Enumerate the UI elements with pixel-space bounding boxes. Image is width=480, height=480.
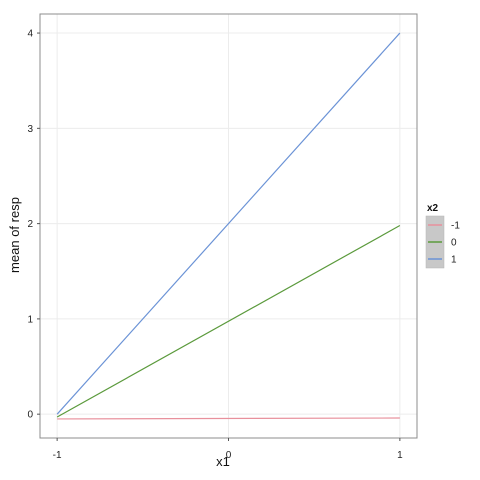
x-axis-title: x1 bbox=[216, 454, 230, 469]
series-lines bbox=[56, 32, 401, 420]
legend-label: 1 bbox=[451, 255, 457, 266]
y-tick-label: 0 bbox=[27, 410, 33, 421]
y-axis-ticks: 0 1 2 3 4 bbox=[27, 29, 40, 421]
x-tick-label: -1 bbox=[53, 450, 62, 461]
legend-entries: -1 0 1 bbox=[428, 221, 460, 266]
x-tick-label: 1 bbox=[397, 450, 403, 461]
y-tick-label: 4 bbox=[27, 29, 33, 40]
x-tick-label: 0 bbox=[226, 450, 232, 461]
legend-title: x2 bbox=[427, 203, 439, 214]
series-line-1 bbox=[56, 224, 401, 418]
legend-label: 0 bbox=[451, 238, 457, 249]
y-tick-label: 3 bbox=[27, 124, 33, 135]
y-axis-title: mean of resp bbox=[7, 197, 22, 273]
legend: x2 -1 0 1 bbox=[425, 203, 460, 269]
series-line-0 bbox=[57, 417, 400, 420]
legend-label: -1 bbox=[451, 221, 460, 232]
series-line-2 bbox=[56, 32, 401, 415]
y-tick-label: 1 bbox=[27, 314, 33, 325]
y-tick-label: 2 bbox=[27, 219, 33, 230]
grid-lines bbox=[40, 14, 417, 438]
x-axis-ticks: -1 0 1 bbox=[53, 438, 403, 461]
